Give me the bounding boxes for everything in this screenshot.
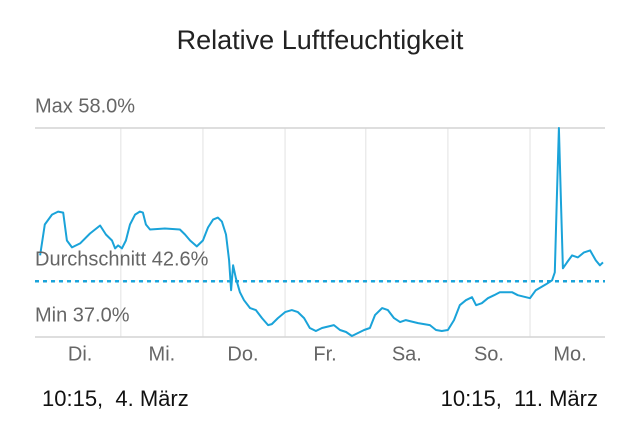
x-tick-label: So. — [474, 343, 504, 365]
x-tick-label: Sa. — [392, 343, 422, 365]
x-tick-label: Mi. — [149, 343, 176, 365]
reference-label: Min 37.0% — [35, 304, 130, 326]
x-tick-label: Di. — [68, 343, 92, 365]
range-end: 10:15, 11. März — [441, 386, 598, 411]
x-tick-label: Mo. — [553, 343, 586, 365]
x-tick-label: Do. — [227, 343, 258, 365]
reference-label: Max 58.0% — [35, 95, 135, 117]
range-start: 10:15, 4. März — [42, 386, 189, 411]
x-tick-label: Fr. — [313, 343, 336, 365]
reference-label: Durchschnitt 42.6% — [35, 249, 209, 271]
data-line — [39, 127, 604, 337]
chart-title: Relative Luftfeuchtigkeit — [177, 25, 464, 55]
